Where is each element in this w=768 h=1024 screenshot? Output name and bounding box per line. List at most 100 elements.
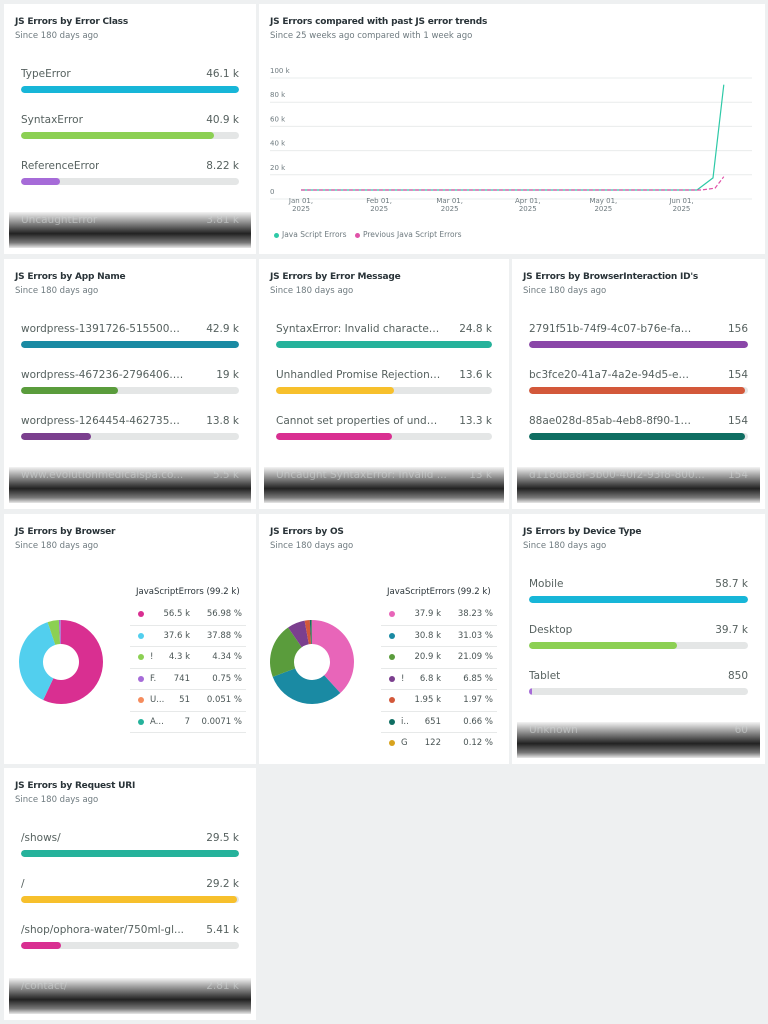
legend-dot xyxy=(389,654,395,660)
bar-label: / xyxy=(21,878,25,890)
donut-slice[interactable] xyxy=(309,620,312,645)
legend-row[interactable]: 1.95 k 1.97 % xyxy=(381,690,497,712)
fade-overlay xyxy=(9,467,251,503)
bar-row[interactable]: /shows/29.5 k xyxy=(21,832,239,878)
bar-row[interactable]: /shop/ophora-water/750ml-gl... 5.41 k xyxy=(21,924,239,970)
bar-row[interactable]: SyntaxError 40.9 k xyxy=(21,114,239,160)
legend-row[interactable]: ! 4.3 k 4.34 % xyxy=(130,647,246,669)
legend-row[interactable]: U... 51 0.051 % xyxy=(130,690,246,712)
legend-dot xyxy=(354,232,360,238)
donut-slice[interactable] xyxy=(304,620,312,645)
donut-slice[interactable] xyxy=(312,620,354,694)
legend-table[interactable]: 37.9 k 38.23 % 30.8 k 31.03 % 20.9 k 21.09 %!… xyxy=(381,604,497,752)
bar-track xyxy=(21,942,239,949)
bar-track xyxy=(276,387,492,394)
donut-slice[interactable] xyxy=(272,668,341,704)
legend-row[interactable]: 30.8 k 31.03 % xyxy=(381,626,497,647)
legend-row[interactable]: i.. 651 0.66 % xyxy=(381,712,497,733)
bar-fill xyxy=(276,433,392,440)
fade-overlay xyxy=(9,212,251,248)
bar-row[interactable]: Mobile 58.7 k xyxy=(529,578,748,624)
bar-row[interactable]: wordpress-467236-2796406.cl... 19 k xyxy=(21,369,239,415)
os-donut-chart[interactable] xyxy=(262,612,362,712)
legend-row[interactable]: ! 6.8 k 6.85 % xyxy=(381,669,497,690)
bar-row[interactable]: wordpress-1264454-4627358.... 13.8 k xyxy=(21,415,239,461)
x-tick-label: 2025 xyxy=(441,205,459,213)
legend-row[interactable]: 56.5 k 56.98 % xyxy=(130,604,246,626)
legend-value: 37.9 k xyxy=(414,609,441,619)
card-browser[interactable]: JS Errors by Browser Since 180 days ago … xyxy=(4,514,256,764)
legend-name: G xyxy=(401,738,408,748)
faded-label: www.evolutionmedicalspa.co... xyxy=(21,469,184,481)
legend-item-js-errors[interactable]: Java Script Errors xyxy=(274,230,347,239)
faded-label: UncaughtError xyxy=(21,214,98,226)
card-device-type[interactable]: JS Errors by Device Type Since 180 days … xyxy=(512,514,765,764)
legend-row[interactable]: A... 7 0.0071 % xyxy=(130,712,246,733)
legend-label: Previous Java Script Errors xyxy=(362,230,462,239)
bar-fill xyxy=(21,132,215,139)
legend-table: 56.5 k 56.98 % 37.6 k 37.88 %! 4.3 k 4.34 % F.… xyxy=(130,604,246,733)
card-error-class[interactable]: JS Errors by Error Class Since 180 days … xyxy=(4,4,256,254)
legend-value: 51 xyxy=(179,695,190,705)
x-tick-label: 2025 xyxy=(519,205,537,213)
legend-value: 7 xyxy=(184,716,190,727)
card-browser-interaction[interactable]: JS Errors by BrowserInteraction ID's Sin… xyxy=(512,259,765,509)
fade-overlay xyxy=(9,978,251,1014)
legend-percent: 37.88 % xyxy=(206,630,242,641)
bar-value: 29.2 k xyxy=(206,878,239,890)
bar-list: 2791f51b-74f9-4c07-b76e-fa1... 156 bc3fce2… xyxy=(529,323,748,461)
legend-row[interactable]: F. 741 0.75 % xyxy=(130,669,246,690)
bar-track xyxy=(21,341,239,348)
card-app-name[interactable]: JS Errors by App Name Since 180 days ago… xyxy=(4,259,256,509)
donut-slice[interactable] xyxy=(288,620,309,648)
bar-row[interactable]: ReferenceError 8.22 k xyxy=(21,160,239,206)
donut-slice[interactable] xyxy=(58,620,61,645)
card-os[interactable]: JS Errors by OS Since 180 days ago JavaS… xyxy=(259,514,509,764)
bar-row[interactable]: bc3fce20-41a7-4a2e-94d5-e00... 154 xyxy=(529,369,748,415)
bar-row[interactable]: wordpress-1391726-5155000.... 42.9 k xyxy=(21,323,239,369)
legend-item-previous-js-errors[interactable]: Previous Java Script Errors xyxy=(354,230,462,239)
bar-label: Cannot set properties of unde... xyxy=(276,415,441,427)
donut-slice[interactable] xyxy=(43,620,103,704)
donut-slice[interactable] xyxy=(270,627,302,677)
donut-slice[interactable] xyxy=(18,622,56,701)
card-trend-chart[interactable]: JS Errors compared with past JS error tr… xyxy=(259,4,765,254)
bar-label: /shop/ophora-water/750ml-gl... xyxy=(21,924,185,936)
bar-fill xyxy=(21,86,239,93)
bar-row[interactable]: Desktop 39.7 k xyxy=(529,624,748,670)
bar-row[interactable]: 88ae028d-85ab-4eb8-8f90-18f... 154 xyxy=(529,415,748,461)
bar-row[interactable]: SyntaxError: Invalid character ... 24.8 k xyxy=(276,323,492,369)
legend-dot xyxy=(389,718,395,725)
bar-row[interactable]: TypeError 46.1 k xyxy=(21,68,239,114)
browser-donut-chart[interactable] xyxy=(11,612,111,712)
legend-row[interactable]: 37.9 k 38.23 % xyxy=(381,604,497,626)
bar-row[interactable]: Cannot set properties of unde... 13.3 k xyxy=(276,415,492,461)
faded-value: 13 k xyxy=(469,469,492,481)
legend-row[interactable]: 20.9 k 21.09 % xyxy=(381,647,497,669)
legend-row[interactable]: 37.6 k 37.88 % xyxy=(130,626,246,647)
legend-percent: 1.97 % xyxy=(463,695,493,705)
series-line[interactable] xyxy=(301,84,725,191)
legend-percent: 31.03 % xyxy=(457,630,493,641)
card-subtitle: Since 180 days ago xyxy=(523,286,607,296)
card-request-uri[interactable]: JS Errors by Request URI Since 180 days … xyxy=(4,768,256,1020)
bar-row[interactable]: Unhandled Promise Rejection:... 13.6 k xyxy=(276,369,492,415)
donut-slice[interactable] xyxy=(47,620,61,645)
legend-row[interactable]: G 122 0.12 % xyxy=(381,733,497,752)
bar-row[interactable]: 2791f51b-74f9-4c07-b76e-fa1... 156 xyxy=(529,323,748,369)
bar-row[interactable]: Tablet 850 xyxy=(529,670,748,716)
card-title: JS Errors compared with past JS error tr… xyxy=(270,17,488,27)
x-tick-label: Jan 01, xyxy=(288,197,313,205)
faded-row: Uncaught SyntaxError: Invalid ... 13 k xyxy=(276,469,492,481)
card-title: JS Errors by OS xyxy=(270,527,344,537)
faded-row: UncaughtError 3.81 k xyxy=(21,214,239,226)
card-title: JS Errors by Request URI xyxy=(15,781,136,791)
faded-label: Unknown xyxy=(529,724,578,736)
bar-label: wordpress-1264454-4627358.... xyxy=(21,415,186,427)
fade-overlay xyxy=(517,722,760,758)
bar-row[interactable]: / 29.2 k xyxy=(21,878,239,924)
series-line[interactable] xyxy=(301,176,725,191)
card-subtitle: Since 180 days ago xyxy=(270,541,354,551)
card-error-message[interactable]: JS Errors by Error Message Since 180 day… xyxy=(259,259,509,509)
